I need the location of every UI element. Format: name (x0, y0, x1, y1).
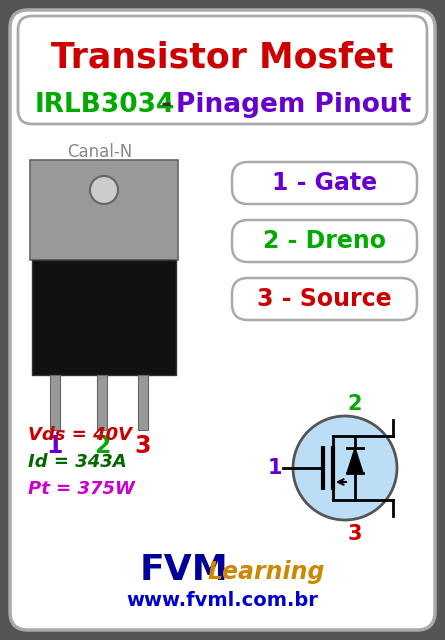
FancyBboxPatch shape (232, 220, 417, 262)
Text: 3 - Source: 3 - Source (257, 287, 392, 311)
Text: Canal-N: Canal-N (67, 143, 133, 161)
Text: Transistor Mosfet: Transistor Mosfet (51, 41, 393, 75)
FancyBboxPatch shape (232, 162, 417, 204)
FancyBboxPatch shape (30, 160, 178, 260)
FancyBboxPatch shape (138, 375, 148, 430)
Text: 3: 3 (135, 434, 151, 458)
Text: Pinagem Pinout: Pinagem Pinout (176, 92, 411, 118)
Text: 1: 1 (268, 458, 282, 478)
FancyBboxPatch shape (10, 10, 435, 630)
Text: 2: 2 (348, 394, 362, 414)
FancyBboxPatch shape (18, 16, 427, 124)
Text: 3: 3 (348, 524, 362, 544)
Circle shape (293, 416, 397, 520)
Text: 1: 1 (47, 434, 63, 458)
Text: IRLB3034: IRLB3034 (35, 92, 175, 118)
Circle shape (90, 176, 118, 204)
FancyBboxPatch shape (50, 375, 60, 430)
Text: www.fvml.com.br: www.fvml.com.br (126, 591, 318, 609)
Text: Learning: Learning (208, 560, 325, 584)
Text: 1 - Gate: 1 - Gate (272, 171, 377, 195)
FancyBboxPatch shape (97, 375, 107, 430)
Text: Vds = 40V: Vds = 40V (28, 426, 132, 444)
Text: Pt = 375W: Pt = 375W (28, 480, 135, 498)
Polygon shape (347, 448, 363, 473)
Text: FVM: FVM (140, 553, 229, 587)
Text: 2: 2 (94, 434, 110, 458)
FancyBboxPatch shape (32, 260, 176, 375)
FancyBboxPatch shape (232, 278, 417, 320)
Text: 2 - Dreno: 2 - Dreno (263, 229, 386, 253)
Text: Id = 343A: Id = 343A (28, 453, 127, 471)
Text: -: - (152, 92, 181, 118)
